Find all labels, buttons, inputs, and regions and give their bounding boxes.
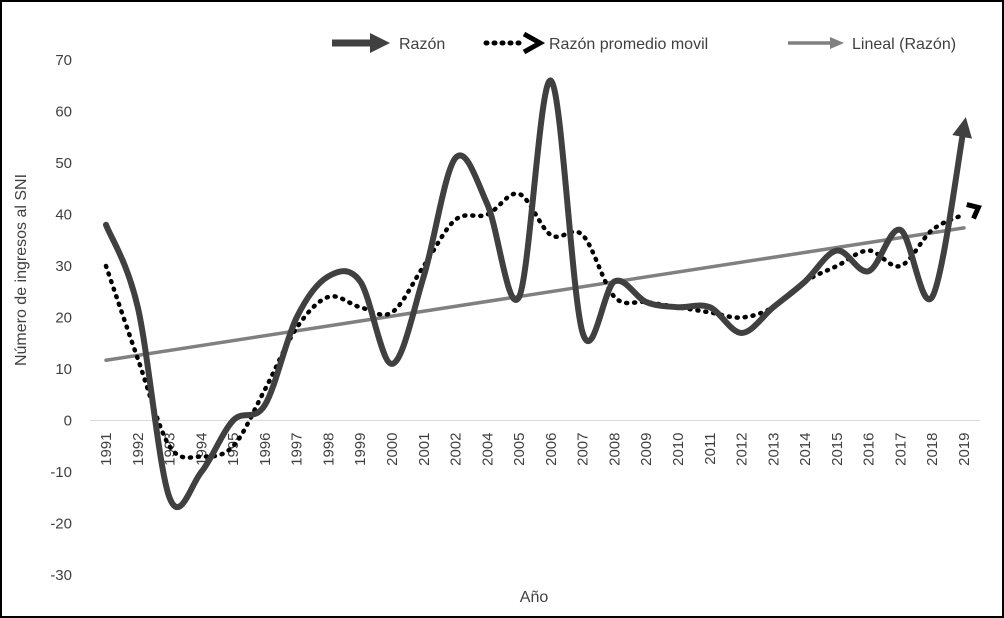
y-tick-label: 20 — [55, 310, 72, 327]
x-tick-label: 2000 — [384, 433, 401, 466]
x-tick-label: 1999 — [352, 433, 369, 466]
x-tick-label: 2009 — [638, 433, 655, 466]
x-tick-label: 2017 — [892, 433, 909, 466]
x-tick-label: 2013 — [765, 433, 782, 466]
y-tick-label: -20 — [50, 516, 72, 533]
x-tick-label: 1991 — [98, 433, 115, 466]
legend-label-razon: Razón — [399, 36, 445, 53]
series-line-razon-promedio-movil — [103, 191, 967, 460]
y-tick-label: 70 — [55, 52, 72, 69]
x-tick-label: 1992 — [130, 433, 147, 466]
x-axis-title: Año — [520, 589, 549, 606]
x-tick-label: 2015 — [829, 433, 846, 466]
legend-label-lineal-razon: Lineal (Razón) — [852, 36, 956, 53]
y-tick-label: 40 — [55, 207, 72, 224]
x-tick-label: 2002 — [448, 433, 465, 466]
series-arrow-razon-promedio-movil — [966, 202, 982, 220]
x-tick-label: 2006 — [543, 433, 560, 466]
x-tick-label: 2011 — [702, 433, 719, 465]
x-tick-label: 2014 — [797, 433, 814, 466]
x-tick-label: 2019 — [956, 433, 973, 466]
x-tick-label: 1997 — [289, 433, 306, 466]
x-tick-label: 2012 — [734, 433, 751, 466]
y-tick-label: 0 — [64, 413, 72, 430]
legend: Razón Razón promedio movil Lineal (Razón… — [332, 31, 956, 55]
x-tick-label: 1996 — [257, 433, 274, 466]
y-tick-label: 30 — [55, 258, 72, 275]
legend-item-lineal-razon: Lineal (Razón) — [788, 36, 956, 53]
y-tick-label: -10 — [50, 464, 72, 481]
series-line-lineal-razon — [104, 226, 966, 362]
y-tick-label: 10 — [55, 361, 72, 378]
series-line-razon — [103, 77, 967, 510]
x-tick-label: 2004 — [479, 433, 496, 466]
x-tick-label: 2005 — [511, 433, 528, 466]
x-tick-label: 2010 — [670, 433, 687, 466]
y-tick-label: 50 — [55, 155, 72, 172]
x-tick-label: 2007 — [575, 433, 592, 466]
y-tick-label: -30 — [50, 567, 72, 584]
y-axis-title: Número de ingresos al SNI — [13, 174, 30, 366]
x-tick-label: 1995 — [225, 433, 242, 466]
x-tick-label: 2018 — [924, 433, 941, 466]
x-tick-label: 2008 — [606, 433, 623, 466]
legend-item-razon-promedio-movil: Razón promedio movil — [483, 31, 708, 55]
legend-label-razon-promedio-movil: Razón promedio movil — [549, 36, 708, 53]
x-tick-label: 2016 — [861, 433, 878, 466]
series-arrow-razon — [952, 117, 972, 139]
legend-item-razon: Razón — [332, 33, 445, 53]
x-tick-label: 1998 — [320, 433, 337, 466]
x-tick-label: 2001 — [416, 433, 433, 466]
y-tick-label: 60 — [55, 104, 72, 121]
